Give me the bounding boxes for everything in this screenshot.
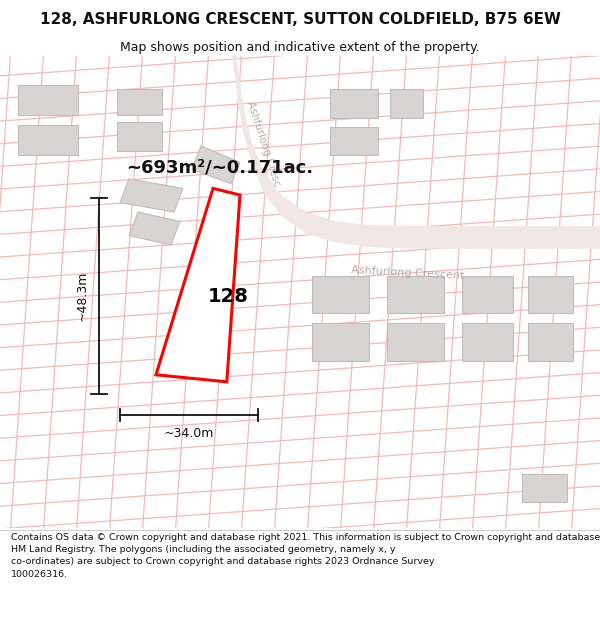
Bar — [18, 124, 78, 156]
Bar — [330, 89, 378, 118]
Bar — [312, 276, 369, 313]
Text: ~34.0m: ~34.0m — [164, 427, 214, 439]
Text: ~48.3m: ~48.3m — [75, 271, 88, 321]
Polygon shape — [156, 188, 240, 382]
Polygon shape — [231, 32, 600, 249]
Text: 128, ASHFURLONG CRESCENT, SUTTON COLDFIELD, B75 6EW: 128, ASHFURLONG CRESCENT, SUTTON COLDFIE… — [40, 11, 560, 26]
Bar — [522, 474, 567, 502]
Bar — [312, 323, 369, 361]
Bar — [462, 276, 513, 313]
Bar — [387, 276, 444, 313]
Text: 128: 128 — [208, 288, 248, 306]
Bar — [528, 276, 573, 313]
Polygon shape — [120, 179, 183, 212]
Bar — [390, 89, 423, 118]
Bar — [528, 323, 573, 361]
Bar — [462, 323, 513, 361]
Polygon shape — [192, 146, 240, 184]
Bar — [117, 89, 162, 115]
Text: Contains OS data © Crown copyright and database right 2021. This information is : Contains OS data © Crown copyright and d… — [11, 533, 600, 579]
Bar — [18, 84, 78, 115]
Bar — [117, 122, 162, 151]
Text: Map shows position and indicative extent of the property.: Map shows position and indicative extent… — [120, 41, 480, 54]
Bar — [387, 323, 444, 361]
Text: Ashfurlong Cresc: Ashfurlong Cresc — [245, 99, 283, 188]
Bar — [330, 127, 378, 156]
Text: Ashfurlong Crescent: Ashfurlong Crescent — [351, 266, 465, 281]
Polygon shape — [129, 212, 180, 245]
Text: ~693m²/~0.171ac.: ~693m²/~0.171ac. — [126, 158, 313, 176]
